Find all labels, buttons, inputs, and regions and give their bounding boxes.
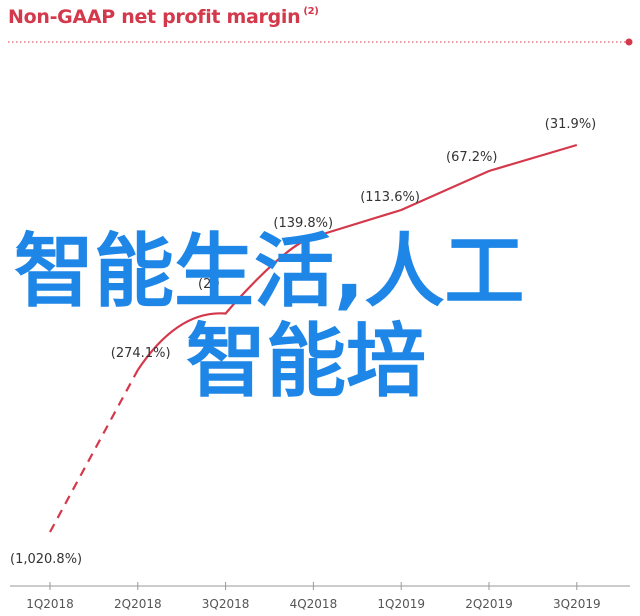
chart-title-note: (2): [303, 6, 319, 17]
x-tick-label: 3Q2018: [202, 597, 250, 611]
x-tick-label: 4Q2018: [290, 597, 338, 611]
chart-title: Non-GAAP net profit margin (2): [8, 6, 319, 28]
watermark-line-1: 智能生活,人工: [14, 225, 525, 318]
x-tick-label: 1Q2019: [377, 597, 425, 611]
series-line-dashed: [49, 369, 139, 533]
x-tick-label: 2Q2018: [114, 597, 162, 611]
chart-title-text: Non-GAAP net profit margin: [8, 6, 301, 28]
data-label-partial: (20: [198, 277, 220, 292]
data-label: (113.6%): [360, 190, 420, 205]
data-label: (67.2%): [446, 150, 497, 165]
watermark-line-2: 智能培: [186, 315, 426, 408]
data-label: (1,020.8%): [10, 552, 82, 567]
data-label: (274.1%): [111, 346, 171, 361]
data-label: (139.8%): [273, 216, 333, 231]
x-tick-label: 3Q2019: [553, 597, 601, 611]
data-label: (31.9%): [545, 117, 596, 132]
series-line-solid: [136, 143, 578, 371]
x-tick-label: 2Q2019: [465, 597, 513, 611]
title-rule-end-dot: [625, 38, 633, 46]
x-tick-label: 1Q2018: [26, 597, 74, 611]
